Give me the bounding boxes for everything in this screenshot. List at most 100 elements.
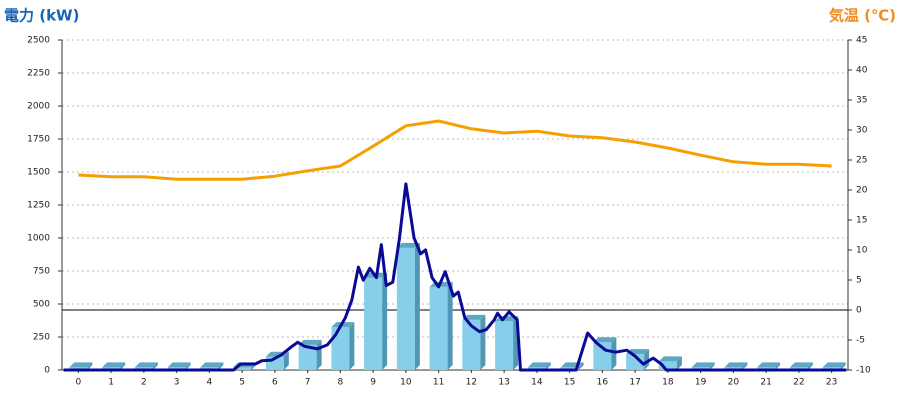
y-tick-label: 2000 (27, 102, 50, 112)
bar (626, 354, 645, 370)
bar-side (120, 362, 126, 370)
y2-tick-label: -5 (856, 336, 865, 346)
bar (331, 327, 350, 370)
y2-tick-label: 40 (856, 66, 868, 76)
bar-side (578, 362, 584, 370)
y-axis-title: 電力 (kW) (4, 7, 79, 25)
y2-tick-label: 0 (856, 306, 862, 316)
x-tick-label: 21 (760, 378, 771, 388)
bar-cap (200, 362, 224, 368)
y2-tick-label: 25 (856, 156, 867, 166)
bar-side (676, 356, 682, 370)
x-tick-label: 5 (239, 378, 245, 388)
y2-tick-label: 15 (856, 216, 867, 226)
bar (462, 319, 481, 370)
y2-tick-label: 10 (856, 246, 868, 256)
y-tick-label: 1000 (27, 234, 50, 244)
x-tick-label: 8 (338, 378, 344, 388)
y-tick-label: 1250 (27, 201, 50, 211)
x-tick-label: 11 (433, 378, 444, 388)
y2-tick-label: 5 (856, 276, 862, 286)
bar-side (545, 362, 551, 370)
y-tick-label: 750 (33, 267, 50, 277)
y-tick-label: 1500 (27, 168, 50, 178)
y2-tick-label: 30 (856, 126, 868, 136)
bar-cap (134, 362, 158, 368)
x-tick-label: 23 (826, 378, 837, 388)
x-tick-label: 14 (531, 378, 543, 388)
bar-side (283, 351, 289, 370)
bar-cap (658, 356, 682, 362)
x-tick-label: 20 (728, 378, 740, 388)
y2-tick-label: -10 (856, 366, 871, 376)
y2-tick-label: 20 (856, 186, 868, 196)
y-tick-label: 250 (33, 333, 50, 343)
bar-cap (527, 362, 551, 368)
y-tick-label: 0 (44, 366, 50, 376)
x-tick-label: 3 (174, 378, 180, 388)
x-tick-label: 2 (141, 378, 147, 388)
bar-side (644, 349, 650, 370)
line (63, 182, 847, 372)
x-tick-label: 10 (400, 378, 412, 388)
bar-cap (69, 362, 93, 368)
x-tick-label: 9 (370, 378, 376, 388)
x-tick-label: 4 (207, 378, 213, 388)
bar-cap (724, 362, 748, 368)
bar-cap (593, 337, 617, 343)
x-tick-label: 17 (629, 378, 640, 388)
x-tick-label: 13 (498, 378, 509, 388)
bar-cap (298, 339, 322, 345)
y-tick-label: 2250 (27, 69, 50, 79)
bar-cap (462, 314, 486, 320)
x-tick-label: 7 (305, 378, 311, 388)
bar-cap (396, 242, 420, 248)
bar-side (840, 362, 846, 370)
bar (233, 367, 252, 370)
bar-cap (789, 362, 813, 368)
bar-side (709, 362, 715, 370)
bar-side (414, 242, 420, 370)
bar-side (447, 281, 453, 370)
x-tick-label: 6 (272, 378, 278, 388)
bar-side (87, 362, 93, 370)
bar-side (775, 362, 781, 370)
y2-axis-title: 気温 (℃) (829, 7, 896, 25)
bar-side (611, 337, 617, 370)
bar-side (152, 362, 158, 370)
bar-side (349, 322, 355, 370)
y2-tick-label: 45 (856, 36, 867, 46)
bar-side (742, 362, 748, 370)
bar-side (807, 362, 813, 370)
bar-cap (757, 362, 781, 368)
bar (495, 321, 514, 370)
bar (658, 361, 677, 370)
x-tick-label: 0 (76, 378, 82, 388)
x-tick-label: 1 (108, 378, 114, 388)
y2-tick-label: 35 (856, 96, 867, 106)
bar-cap (822, 362, 846, 368)
x-tick-label: 22 (793, 378, 804, 388)
bar-side (185, 362, 191, 370)
x-tick-label: 15 (564, 378, 575, 388)
line (78, 119, 832, 181)
x-tick-label: 16 (597, 378, 609, 388)
bar-side (218, 362, 224, 370)
x-tick-label: 18 (662, 378, 674, 388)
bar-cap (167, 362, 191, 368)
bar (364, 277, 383, 370)
bar (396, 247, 415, 370)
bar-cap (691, 362, 715, 368)
bar-side (480, 314, 486, 370)
bar-side (316, 339, 322, 370)
bar (429, 286, 448, 370)
bar (298, 344, 317, 370)
bar-cap (102, 362, 126, 368)
y-tick-label: 500 (33, 300, 50, 310)
y-tick-label: 2500 (27, 36, 50, 46)
x-tick-label: 12 (466, 378, 477, 388)
bar-side (382, 272, 388, 370)
x-tick-label: 19 (695, 378, 707, 388)
y-tick-label: 1750 (27, 135, 50, 145)
